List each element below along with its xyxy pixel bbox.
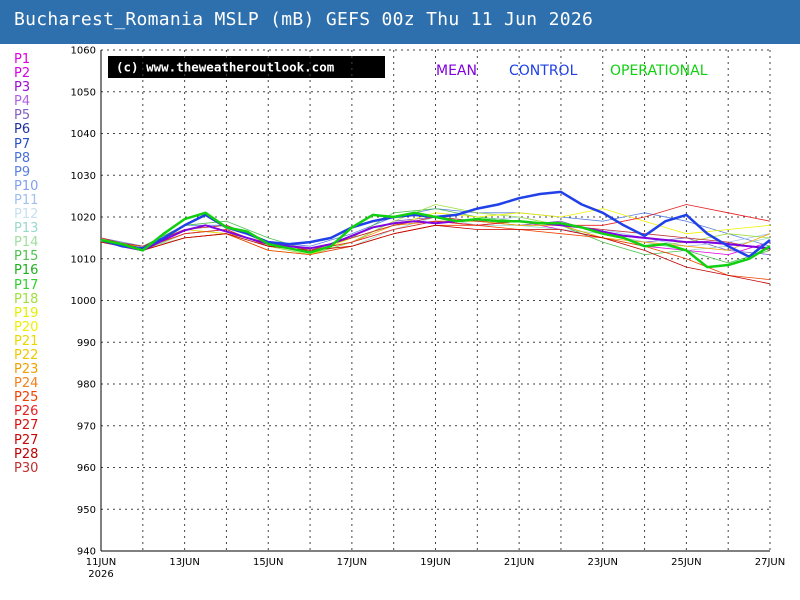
series-line-p28 xyxy=(100,224,771,285)
y-tick-label: 970 xyxy=(77,421,96,432)
member-label: P7 xyxy=(14,136,31,152)
member-label: P12 xyxy=(14,207,39,223)
member-label: P20 xyxy=(14,319,39,335)
member-label: P1 xyxy=(14,52,31,67)
member-label: P8 xyxy=(14,150,31,166)
member-label: P10 xyxy=(14,178,39,194)
member-legend: P1 P2 P3 P4 P5 P6 P7 P8 P9 P10 P11 P12 P13 P14 P15 P16 P… xyxy=(14,52,74,476)
x-tick-label: 21JUN xyxy=(504,557,534,568)
y-tick-label: 990 xyxy=(77,338,96,349)
member-label: P22 xyxy=(14,347,39,363)
copyright-text: (c) www.theweatheroutlook.com xyxy=(116,60,335,75)
y-tick-label: 940 xyxy=(77,547,96,558)
member-label: P3 xyxy=(14,80,31,96)
member-label: P16 xyxy=(14,263,39,279)
series-line-mean xyxy=(100,218,771,252)
y-tick-label: 1030 xyxy=(71,171,96,182)
member-label: P30 xyxy=(14,460,39,476)
y-tick-label: 1060 xyxy=(71,46,96,57)
copyright-banner xyxy=(108,56,385,78)
member-label: P11 xyxy=(14,192,39,208)
y-tick-label: 1020 xyxy=(71,213,96,224)
chart-series xyxy=(100,190,771,285)
member-label: P19 xyxy=(14,305,39,321)
member-label: P27 xyxy=(14,432,39,448)
title-bar: Bucharest_Romania MSLP (mB) GEFS 00z Thu… xyxy=(0,0,800,44)
member-label: P14 xyxy=(14,235,39,251)
y-tick-label: 980 xyxy=(77,380,96,391)
legend-operational: OPERATIONAL xyxy=(610,63,708,79)
x-tick-label: 25JUN xyxy=(671,557,701,568)
member-label: P23 xyxy=(14,362,39,378)
chart-grid xyxy=(101,49,771,551)
y-tick-label: 1010 xyxy=(71,254,96,265)
legend-control: CONTROL xyxy=(509,63,578,79)
y-tick-label: 950 xyxy=(77,505,96,516)
y-tick-label: 1040 xyxy=(71,129,96,140)
member-label: P2 xyxy=(14,66,31,82)
member-label: P26 xyxy=(14,404,39,420)
x-tick-label: 15JUN xyxy=(253,557,283,568)
chart-legend: MEAN CONTROL OPERATIONAL xyxy=(436,63,708,79)
y-tick-label: 1050 xyxy=(71,87,96,98)
member-label: P25 xyxy=(14,390,39,406)
member-label: P6 xyxy=(14,122,31,138)
member-label: P15 xyxy=(14,249,39,265)
x-tick-label: 13JUN xyxy=(169,557,199,568)
x-tick-label: 23JUN xyxy=(588,557,618,568)
member-label: P27 xyxy=(14,418,39,434)
member-label: P17 xyxy=(14,277,39,293)
member-label: P4 xyxy=(14,94,31,110)
legend-mean: MEAN xyxy=(436,63,477,79)
x-tick-sublabel: 2026 xyxy=(88,569,113,580)
series-line-p26 xyxy=(100,204,771,251)
y-tick-label: 960 xyxy=(77,463,96,474)
member-label: P9 xyxy=(14,164,31,180)
series-line-p15 xyxy=(100,208,771,264)
x-tick-label: 17JUN xyxy=(337,557,367,568)
series-line-operational xyxy=(100,211,771,269)
x-tick-label: 11JUN xyxy=(86,557,116,568)
member-label: P24 xyxy=(14,376,39,392)
member-label: P13 xyxy=(14,221,39,237)
x-tick-label: 19JUN xyxy=(420,557,450,568)
member-label: P21 xyxy=(14,333,39,349)
member-label: P18 xyxy=(14,291,39,307)
chart-title: Bucharest_Romania MSLP (mB) GEFS 00z Thu… xyxy=(14,9,594,30)
member-label: P5 xyxy=(14,108,31,124)
chart-axes: 940 950 960 970 980 990 1000 1010 1020 1030 1040 10… xyxy=(71,46,786,581)
member-label: P28 xyxy=(14,446,39,462)
y-tick-label: 1000 xyxy=(71,296,96,307)
x-tick-label: 27JUN xyxy=(755,557,785,568)
